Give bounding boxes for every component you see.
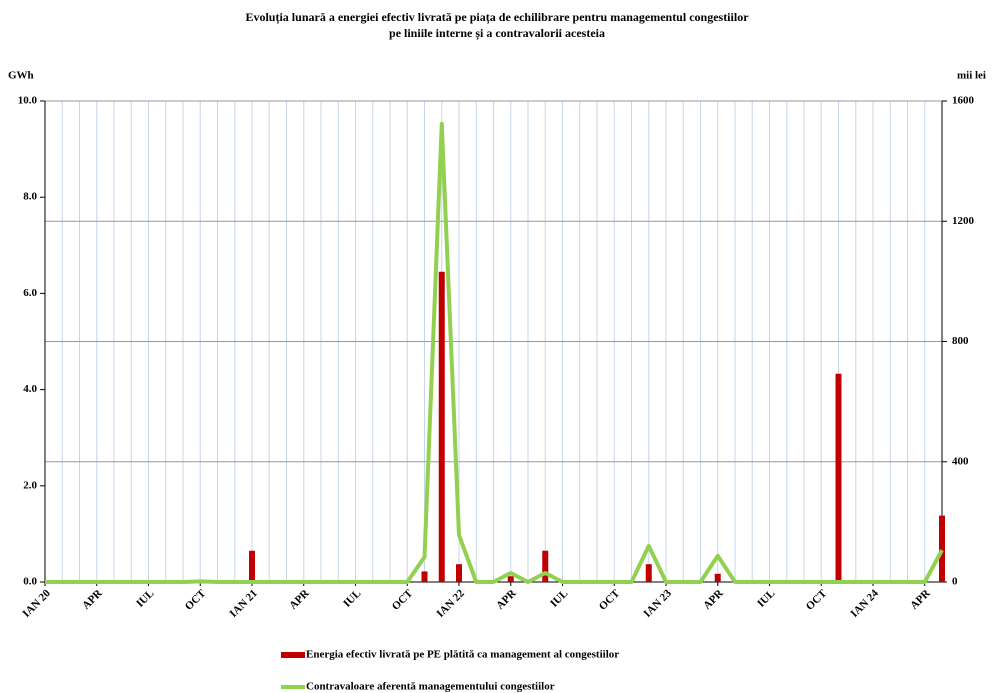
bar (939, 515, 945, 582)
y-tick-label: 0.0 (23, 576, 37, 588)
y-tick-label: 10.0 (18, 95, 38, 107)
x-tick-label: IUL (548, 587, 570, 609)
bar (249, 550, 255, 582)
y2-tick-label: 1600 (952, 95, 975, 107)
y-tick-label: 6.0 (23, 287, 37, 299)
bar (507, 576, 514, 582)
chart-title: Evoluția lunară a energiei efectiv livra… (245, 10, 749, 25)
x-tick-label: APR (701, 587, 726, 612)
bar (714, 573, 721, 582)
y2-tick-label: 800 (952, 335, 969, 347)
bar (542, 550, 549, 582)
legend-swatch (281, 652, 305, 658)
y-tick-label: 4.0 (23, 383, 37, 395)
x-tick-label: IAN 20 (20, 587, 53, 620)
x-tick-label: IUL (341, 587, 363, 609)
y-tick-label: 8.0 (23, 191, 37, 203)
x-tick-label: IAN 22 (434, 587, 467, 620)
x-tick-label: IAN 24 (848, 587, 881, 620)
y2-tick-label: 400 (952, 455, 969, 467)
bar (438, 271, 445, 582)
x-tick-label: IUL (755, 587, 777, 609)
y2-axis-label: mii lei (957, 70, 986, 82)
bar (456, 564, 462, 582)
x-tick-label: IAN 23 (641, 587, 674, 620)
y2-tick-label: 1200 (952, 215, 975, 227)
x-tick-label: OCT (183, 587, 209, 613)
y-tick-label: 2.0 (23, 479, 37, 491)
x-tick-label: IAN 21 (227, 587, 259, 619)
x-tick-label: OCT (804, 587, 830, 613)
x-tick-label: OCT (597, 587, 623, 613)
bar (835, 373, 842, 582)
bar (645, 564, 652, 582)
legend-label: Contravaloare aferentă managementului co… (306, 681, 555, 693)
y2-tick-label: 0 (952, 576, 958, 588)
chart-title: pe liniile interne și a contravalorii ac… (389, 26, 605, 41)
x-tick-label: APR (80, 587, 105, 612)
y-axis-label: GWh (8, 70, 34, 82)
line (45, 121, 944, 584)
x-tick-label: APR (494, 587, 519, 612)
x-tick-label: OCT (390, 587, 416, 613)
x-tick-label: APR (287, 587, 312, 612)
legend-label: Energia efectiv livrată pe PE plătită ca… (306, 649, 619, 661)
x-tick-label: IUL (134, 587, 156, 609)
bar (421, 571, 428, 582)
x-tick-label: APR (908, 587, 933, 612)
